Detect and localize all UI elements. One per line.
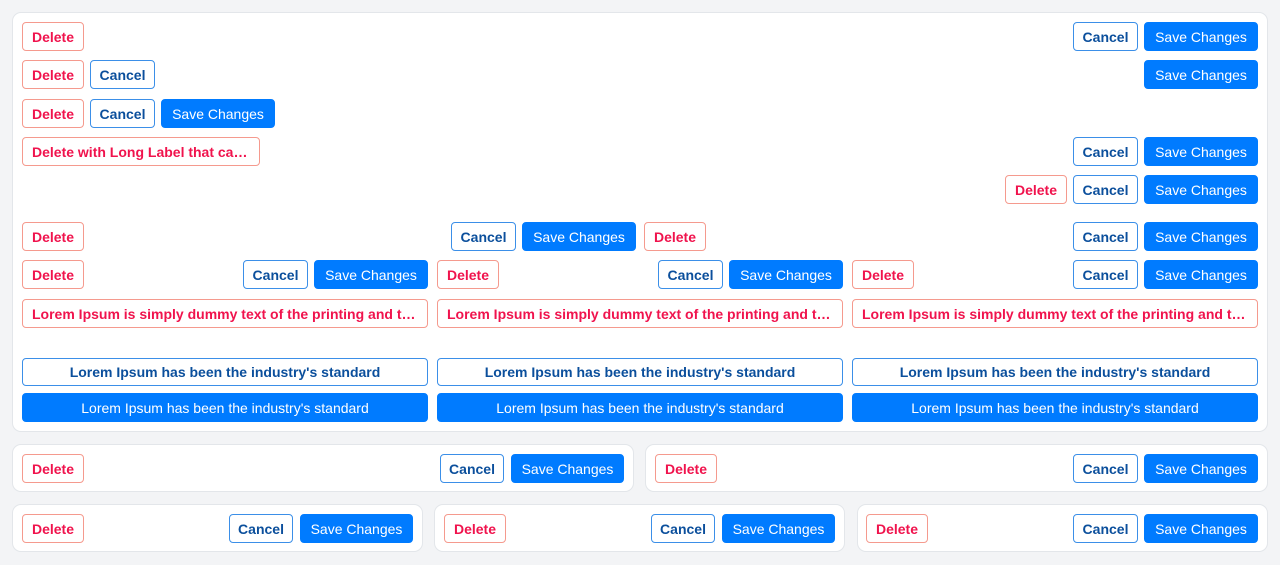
cancel-button[interactable]: Cancel <box>1073 137 1138 166</box>
save-changes-button[interactable]: Save Changes <box>729 260 843 289</box>
cancel-button[interactable]: Cancel <box>1073 175 1138 204</box>
delete-button[interactable]: Delete <box>22 99 84 128</box>
lorem-danger-button[interactable]: Lorem Ipsum is simply dummy text of the … <box>437 299 843 328</box>
lorem-primary-button[interactable]: Lorem Ipsum has been the industry's stan… <box>852 393 1258 422</box>
lorem-danger-label: Lorem Ipsum is simply dummy text of the … <box>447 305 833 322</box>
save-changes-button[interactable]: Save Changes <box>1144 222 1258 251</box>
cancel-button[interactable]: Cancel <box>90 99 155 128</box>
lorem-outline-button[interactable]: Lorem Ipsum has been the industry's stan… <box>852 358 1258 386</box>
lorem-outline-button[interactable]: Lorem Ipsum has been the industry's stan… <box>437 358 843 386</box>
cancel-button[interactable]: Cancel <box>1073 260 1138 289</box>
save-changes-button[interactable]: Save Changes <box>1144 22 1258 51</box>
save-changes-button[interactable]: Save Changes <box>1144 137 1258 166</box>
delete-button[interactable]: Delete <box>22 60 84 89</box>
lorem-danger-button[interactable]: Lorem Ipsum is simply dummy text of the … <box>852 299 1258 328</box>
delete-button[interactable]: Delete <box>22 454 84 483</box>
save-changes-button[interactable]: Save Changes <box>1144 260 1258 289</box>
lorem-outline-button[interactable]: Lorem Ipsum has been the industry's stan… <box>22 358 428 386</box>
save-changes-button[interactable]: Save Changes <box>314 260 428 289</box>
cancel-button[interactable]: Cancel <box>243 260 308 289</box>
save-changes-button[interactable]: Save Changes <box>1144 60 1258 89</box>
cancel-button[interactable]: Cancel <box>651 514 715 543</box>
delete-button[interactable]: Delete <box>22 222 84 251</box>
cancel-button[interactable]: Cancel <box>1073 514 1138 543</box>
delete-long-label: Delete with Long Label that can be trunc… <box>32 143 250 160</box>
save-changes-button[interactable]: Save Changes <box>522 222 636 251</box>
delete-button[interactable]: Delete <box>444 514 506 543</box>
delete-button[interactable]: Delete <box>655 454 717 483</box>
cancel-button[interactable]: Cancel <box>658 260 723 289</box>
delete-button[interactable]: Delete <box>644 222 706 251</box>
delete-button[interactable]: Delete <box>866 514 928 543</box>
lorem-primary-button[interactable]: Lorem Ipsum has been the industry's stan… <box>437 393 843 422</box>
cancel-button[interactable]: Cancel <box>1073 22 1138 51</box>
cancel-button[interactable]: Cancel <box>229 514 293 543</box>
cancel-button[interactable]: Cancel <box>1073 222 1138 251</box>
save-changes-button[interactable]: Save Changes <box>300 514 413 543</box>
delete-button[interactable]: Delete <box>852 260 914 289</box>
delete-long-button[interactable]: Delete with Long Label that can be trunc… <box>22 137 260 166</box>
save-changes-button[interactable]: Save Changes <box>1144 514 1258 543</box>
lorem-danger-label: Lorem Ipsum is simply dummy text of the … <box>862 305 1248 322</box>
cancel-button[interactable]: Cancel <box>451 222 516 251</box>
lorem-danger-label: Lorem Ipsum is simply dummy text of the … <box>32 305 418 322</box>
delete-button[interactable]: Delete <box>437 260 499 289</box>
delete-button[interactable]: Delete <box>22 514 84 543</box>
save-changes-button[interactable]: Save Changes <box>161 99 275 128</box>
delete-button[interactable]: Delete <box>1005 175 1067 204</box>
lorem-primary-button[interactable]: Lorem Ipsum has been the industry's stan… <box>22 393 428 422</box>
save-changes-button[interactable]: Save Changes <box>1144 175 1258 204</box>
cancel-button[interactable]: Cancel <box>90 60 155 89</box>
delete-button[interactable]: Delete <box>22 260 84 289</box>
save-changes-button[interactable]: Save Changes <box>722 514 835 543</box>
lorem-danger-button[interactable]: Lorem Ipsum is simply dummy text of the … <box>22 299 428 328</box>
cancel-button[interactable]: Cancel <box>1073 454 1138 483</box>
delete-button[interactable]: Delete <box>22 22 84 51</box>
cancel-button[interactable]: Cancel <box>440 454 504 483</box>
save-changes-button[interactable]: Save Changes <box>511 454 624 483</box>
save-changes-button[interactable]: Save Changes <box>1144 454 1258 483</box>
